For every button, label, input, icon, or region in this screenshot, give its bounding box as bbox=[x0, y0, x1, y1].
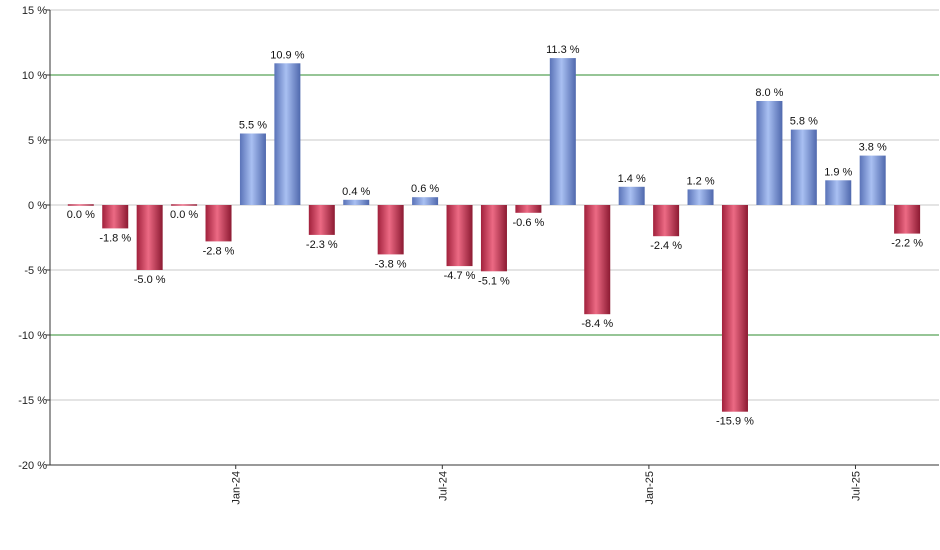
bar bbox=[584, 205, 611, 315]
bar bbox=[687, 189, 714, 205]
bar bbox=[308, 205, 335, 235]
data-label: -5.1 % bbox=[478, 275, 510, 287]
bar bbox=[825, 180, 852, 205]
data-label: 3.8 % bbox=[859, 142, 887, 154]
data-label: -15.9 % bbox=[716, 416, 754, 428]
y-tick-label: 10 % bbox=[22, 70, 47, 82]
bar bbox=[171, 204, 198, 206]
data-label: -2.2 % bbox=[891, 238, 923, 250]
bar bbox=[756, 101, 783, 205]
x-tick-label: Jul-25 bbox=[850, 471, 862, 501]
data-label: 1.4 % bbox=[618, 173, 646, 185]
bar bbox=[102, 205, 129, 229]
bar bbox=[377, 205, 404, 255]
bar bbox=[790, 129, 817, 205]
bar bbox=[618, 186, 645, 205]
data-label: -5.0 % bbox=[134, 274, 166, 286]
data-labels: 0.0 % -1.8 % -5.0 % 0.0 % -2.8 % 5.5 % 10.9 % -… bbox=[67, 44, 924, 428]
data-label: 5.8 % bbox=[790, 116, 818, 128]
data-label: 1.9 % bbox=[824, 166, 852, 178]
data-label: 0.4 % bbox=[342, 186, 370, 198]
bar bbox=[721, 205, 748, 412]
x-tick-label: Jan-24 bbox=[231, 471, 243, 505]
bar bbox=[136, 205, 163, 270]
bar bbox=[67, 204, 94, 206]
data-label: -1.8 % bbox=[99, 232, 131, 244]
data-label: -2.3 % bbox=[306, 239, 338, 251]
bar bbox=[549, 58, 576, 205]
bar bbox=[480, 205, 507, 272]
data-label: -2.4 % bbox=[650, 240, 682, 252]
data-label: 0.6 % bbox=[411, 183, 439, 195]
bar bbox=[894, 205, 921, 234]
axes: 15 % 10 % 5 % 0 % -5 % -10 % -15 % -20 % Jan-24 J… bbox=[18, 5, 939, 505]
x-tick-label: Jul-24 bbox=[437, 471, 449, 501]
y-tick-label: 15 % bbox=[22, 5, 47, 17]
bar bbox=[859, 155, 886, 205]
data-label: 5.5 % bbox=[239, 120, 267, 132]
y-tick-label: 0 % bbox=[28, 200, 47, 212]
bar bbox=[412, 197, 439, 205]
data-label: 1.2 % bbox=[686, 175, 714, 187]
data-label: -3.8 % bbox=[375, 258, 407, 270]
bars bbox=[67, 58, 921, 412]
y-tick-label: -15 % bbox=[18, 395, 47, 407]
y-tick-label: 5 % bbox=[28, 135, 47, 147]
data-label: -8.4 % bbox=[581, 318, 613, 330]
bar bbox=[653, 205, 680, 237]
data-label: -2.8 % bbox=[203, 245, 235, 257]
data-label: 10.9 % bbox=[270, 49, 304, 61]
data-label: -0.6 % bbox=[512, 217, 544, 229]
y-tick-label: -10 % bbox=[18, 330, 47, 342]
bar bbox=[239, 133, 266, 205]
data-label: 11.3 % bbox=[546, 44, 580, 56]
data-label: -4.7 % bbox=[444, 270, 476, 282]
bar bbox=[446, 205, 473, 267]
data-label: 0.0 % bbox=[170, 209, 198, 221]
data-label: 0.0 % bbox=[67, 209, 95, 221]
bar bbox=[343, 199, 370, 205]
bar bbox=[205, 205, 232, 242]
y-tick-label: -5 % bbox=[24, 265, 47, 277]
data-label: 8.0 % bbox=[755, 87, 783, 99]
bar bbox=[274, 63, 301, 205]
bar bbox=[515, 205, 542, 213]
x-tick-label: Jan-25 bbox=[644, 471, 656, 505]
y-tick-label: -20 % bbox=[18, 460, 47, 472]
